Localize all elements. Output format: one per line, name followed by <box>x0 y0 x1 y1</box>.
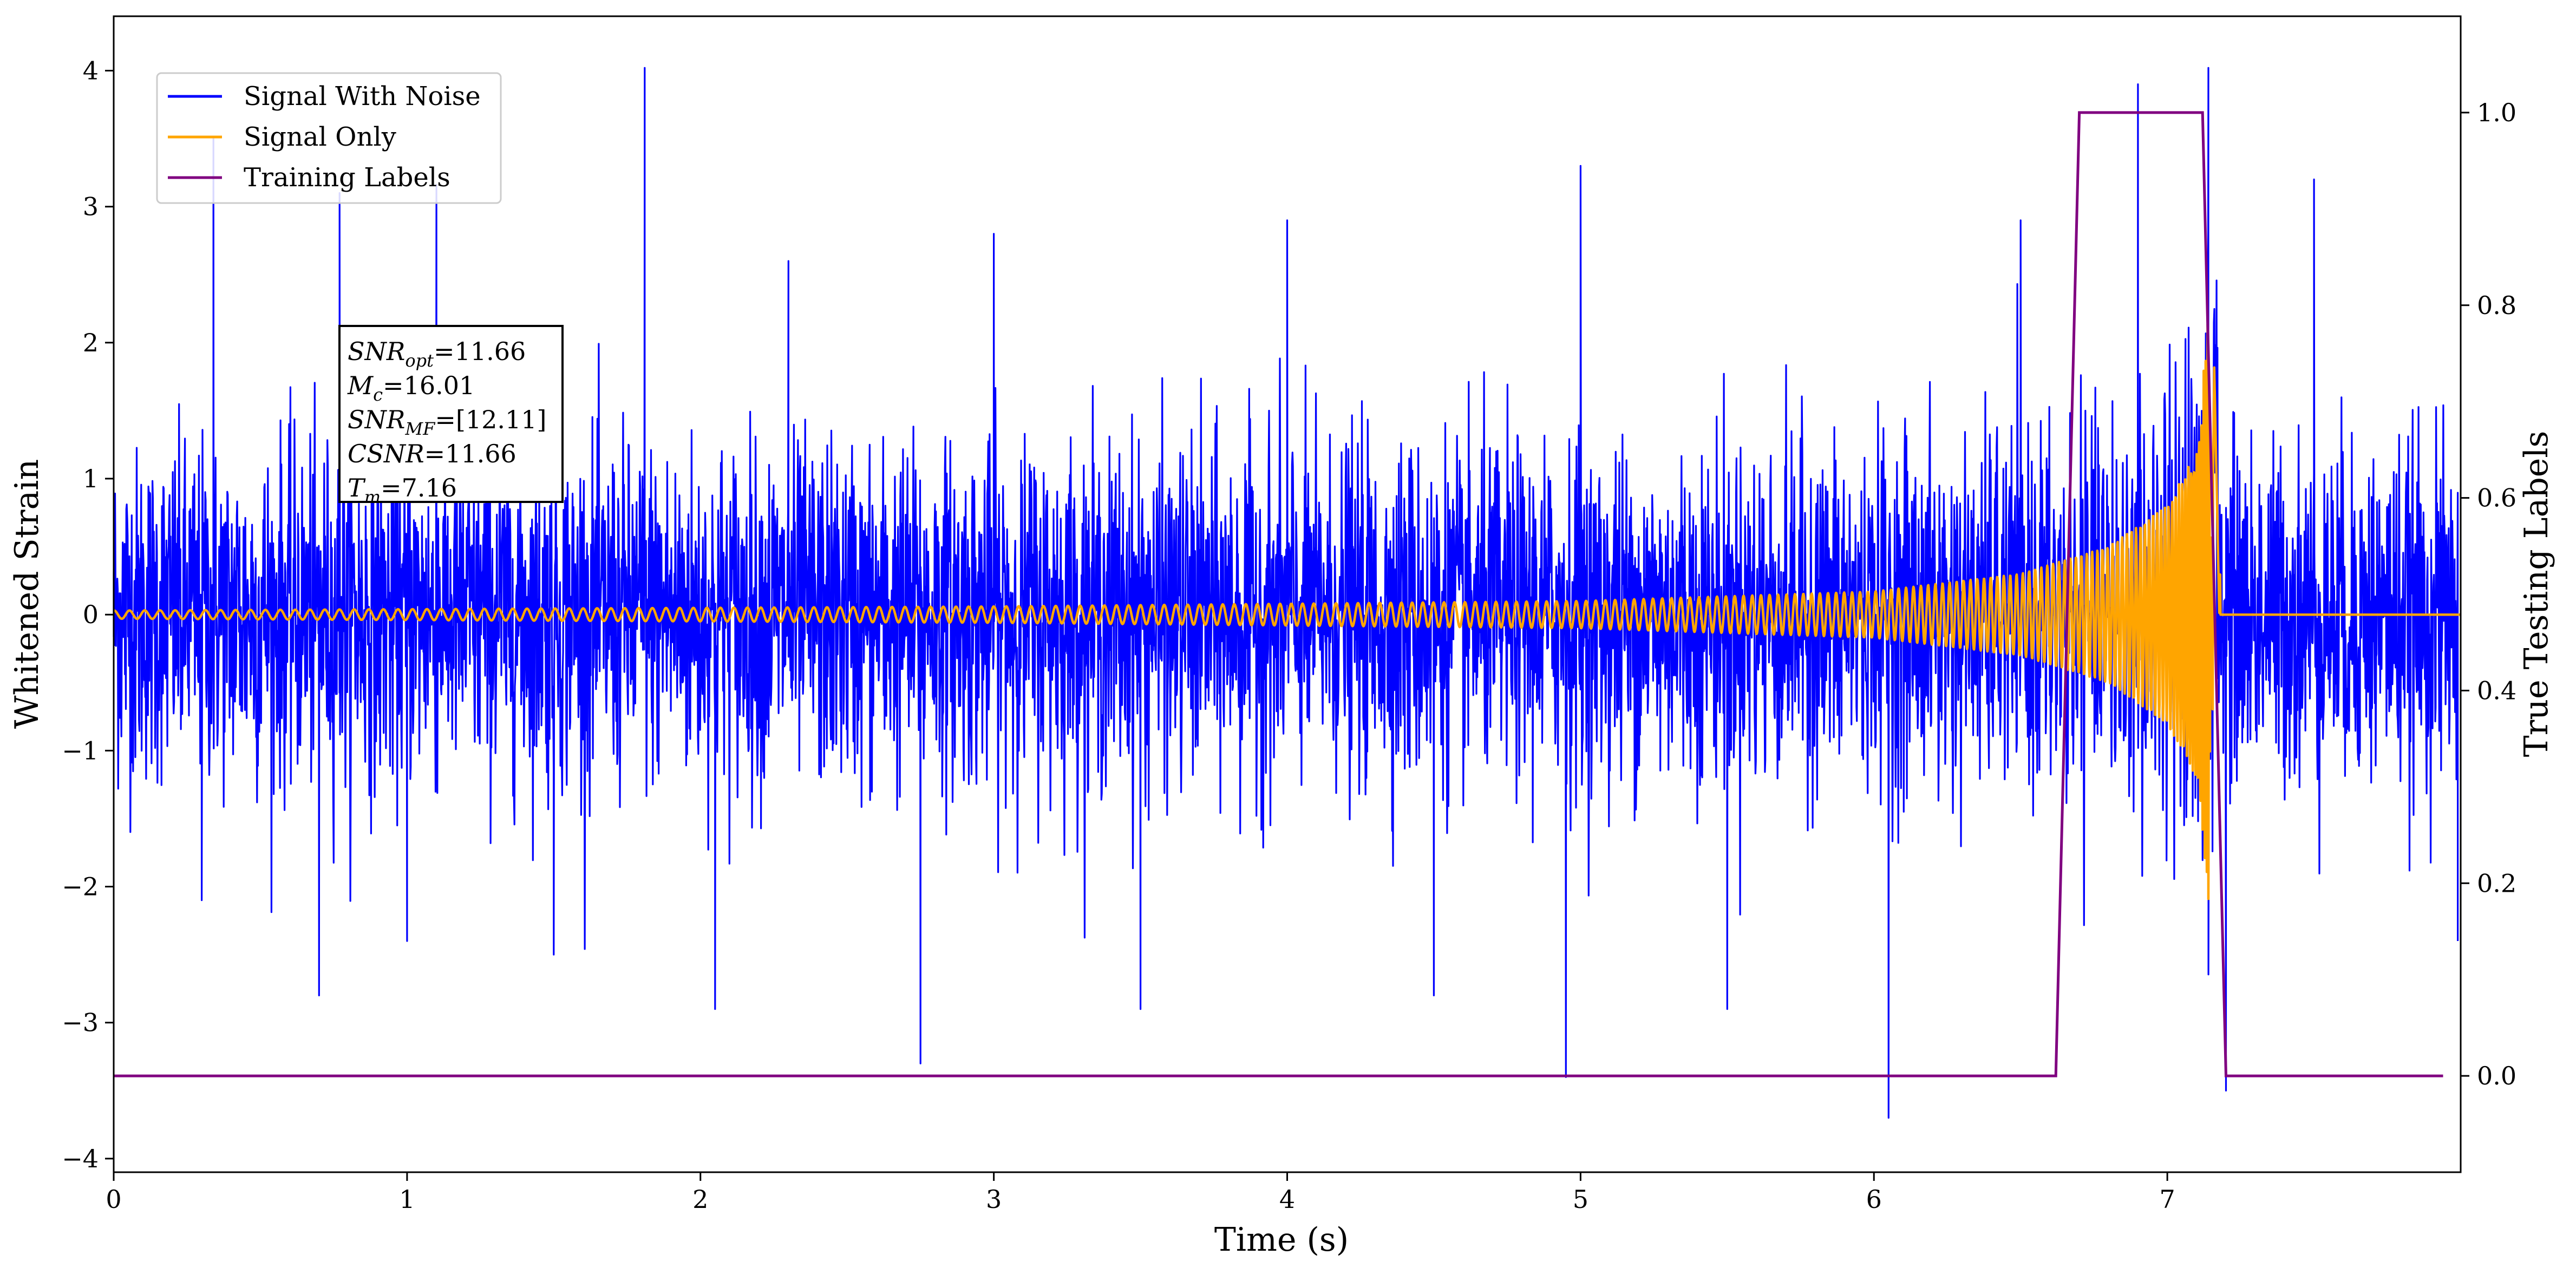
x-tick-label: 5 <box>1573 1185 1588 1214</box>
x-axis: 0 1 2 3 4 5 6 7 <box>106 1172 2175 1214</box>
y-tick-label: −2 <box>62 872 99 901</box>
y-tick-label: −3 <box>62 1008 99 1037</box>
x-axis-label: Time (s) <box>1214 1221 1349 1259</box>
y-axis-label: Whitened Strain <box>8 459 46 729</box>
y-right-tick-label: 0.8 <box>2477 291 2516 320</box>
y-right-tick-label: 0.0 <box>2477 1061 2516 1090</box>
x-tick-label: 6 <box>1866 1185 1882 1214</box>
training-labels-layer <box>114 111 2443 1077</box>
annotation-line-snr-opt: SNRopt=11.66 <box>348 337 526 371</box>
x-tick-label: 0 <box>106 1185 121 1214</box>
y-right-tick-label: 0.2 <box>2477 868 2516 898</box>
annotation-line-tm: Tm=7.16 <box>348 473 457 507</box>
y-tick-label: 1 <box>83 464 99 493</box>
signal-only-line <box>113 323 2462 900</box>
y-tick-label: −4 <box>62 1144 99 1173</box>
y-tick-label: 0 <box>83 600 99 629</box>
parameter-annotation: SNRopt=11.66 Mc=16.01 SNRMF=[12.11] CSNR… <box>338 325 564 507</box>
annotation-line-csnr: CSNR=11.66 <box>348 439 516 468</box>
y-axis-left: −4 −3 −2 −1 0 1 2 3 4 <box>62 56 114 1173</box>
training-labels-line <box>114 111 2443 1077</box>
y-axis-right: 0.0 0.2 0.4 0.6 0.8 1.0 <box>2461 98 2516 1090</box>
legend-box <box>156 72 502 204</box>
annotation-line-snr-mf: SNRMF=[12.11] <box>348 405 547 439</box>
signal-only-layer <box>113 323 2462 900</box>
y-tick-label: −1 <box>62 736 99 765</box>
y-tick-label: 4 <box>83 56 99 85</box>
y-right-tick-label: 0.6 <box>2477 484 2516 513</box>
annotation-box <box>338 325 564 503</box>
x-tick-label: 3 <box>986 1185 1002 1214</box>
legend-label-signal-only: Signal Only <box>244 122 396 152</box>
y-tick-label: 3 <box>83 192 99 221</box>
y-right-tick-label: 0.4 <box>2477 676 2516 705</box>
x-tick-label: 1 <box>399 1185 415 1214</box>
y-axis-right-label: True Testing Labels <box>2518 431 2555 757</box>
x-tick-label: 4 <box>1279 1185 1295 1214</box>
legend: Signal With Noise Signal Only Training L… <box>156 72 502 204</box>
x-tick-label: 7 <box>2159 1185 2175 1214</box>
legend-label-signal-with-noise: Signal With Noise <box>244 81 481 112</box>
annotation-line-mc: Mc=16.01 <box>347 371 475 405</box>
x-tick-label: 2 <box>692 1185 708 1214</box>
y-right-tick-label: 1.0 <box>2477 98 2516 127</box>
y-tick-label: 2 <box>83 328 99 357</box>
legend-label-training-labels: Training Labels <box>244 162 450 193</box>
